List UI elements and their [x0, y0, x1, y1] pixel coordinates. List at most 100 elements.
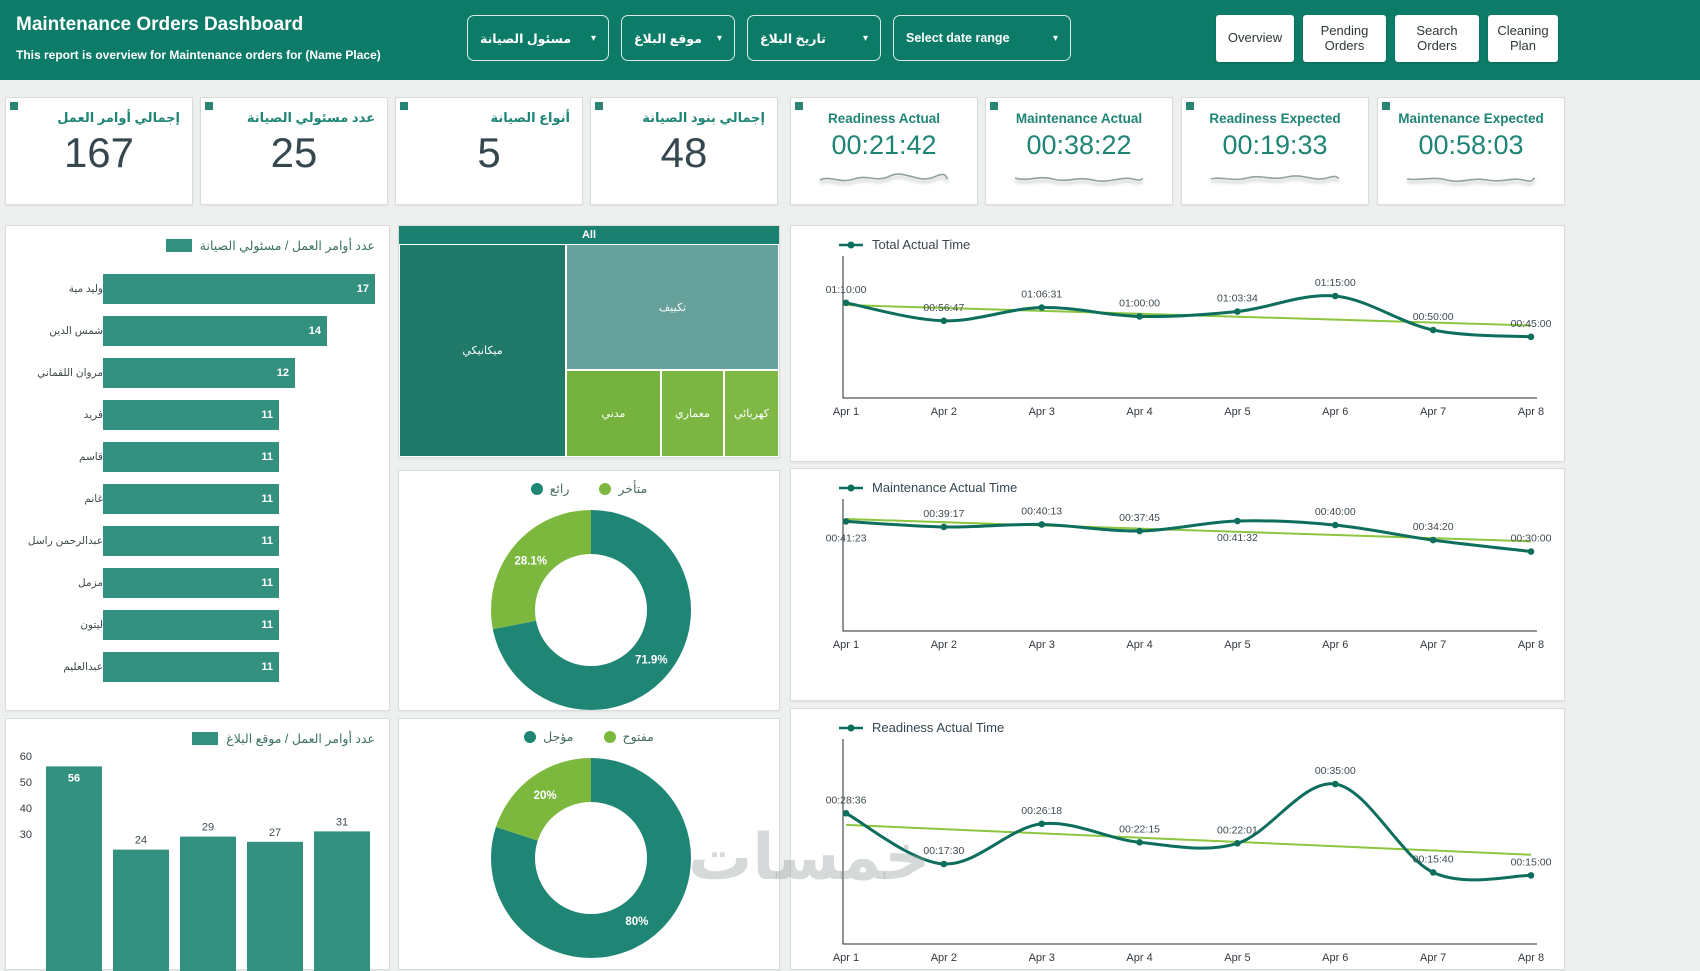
- legend-label: متأخر: [618, 482, 648, 496]
- x-tick-label: Apr 4: [1126, 639, 1152, 651]
- data-label: 00:41:23: [826, 532, 867, 544]
- bar[interactable]: [247, 841, 303, 971]
- filter-report-date[interactable]: تاريخ البلاغ ▾: [747, 15, 881, 61]
- bar[interactable]: 11: [103, 442, 279, 472]
- pending-orders-button[interactable]: Pending Orders: [1303, 15, 1386, 62]
- bar[interactable]: 14: [103, 316, 327, 346]
- kpi-time-value: 00:58:03: [1418, 130, 1524, 160]
- bar-value-label: 31: [336, 816, 348, 828]
- treemap-cell-civil[interactable]: مدني: [566, 370, 661, 457]
- bar[interactable]: [113, 849, 169, 971]
- kpi-title: Maintenance Expected: [1398, 111, 1544, 126]
- data-point[interactable]: [1038, 820, 1046, 828]
- x-tick-label: Apr 7: [1420, 406, 1446, 418]
- data-point[interactable]: [1527, 548, 1535, 555]
- data-point[interactable]: [1527, 872, 1535, 879]
- data-point[interactable]: [1234, 308, 1241, 315]
- category-label: وليد مية: [68, 283, 103, 295]
- category-label: مزمل: [78, 577, 103, 589]
- data-label: 00:35:00: [1315, 765, 1356, 777]
- data-point[interactable]: [940, 860, 948, 868]
- data-label: 00:30:00: [1511, 533, 1552, 545]
- line-legend: Readiness Actual Time: [839, 720, 1004, 735]
- legend-item[interactable]: رائع: [530, 481, 569, 496]
- card-corner-mark: [595, 102, 603, 110]
- data-point[interactable]: [842, 809, 850, 817]
- filter-report-location[interactable]: موقع البلاغ ▾: [621, 15, 735, 61]
- data-point[interactable]: [1527, 333, 1535, 341]
- bar[interactable]: 11: [103, 610, 279, 640]
- chart-title: عدد أوامر العمل / مسئولي الصيانة: [165, 238, 375, 253]
- data-point[interactable]: [1429, 326, 1437, 334]
- data-point[interactable]: [1038, 521, 1046, 528]
- legend-dot-icon: [603, 730, 616, 743]
- bar[interactable]: [180, 836, 236, 971]
- line-marker-icon: [839, 724, 863, 731]
- data-point[interactable]: [842, 299, 850, 307]
- data-point[interactable]: [1136, 838, 1143, 846]
- sparkline: [1378, 168, 1564, 193]
- legend-item[interactable]: مفتوح: [603, 729, 654, 744]
- x-tick-label: Apr 5: [1224, 952, 1250, 964]
- data-point[interactable]: [1429, 869, 1437, 876]
- treemap-cell-mechanical[interactable]: ميكانيكي: [399, 244, 566, 457]
- bar[interactable]: 11: [103, 526, 279, 556]
- treemap-root-label[interactable]: All: [399, 226, 779, 244]
- data-point[interactable]: [1234, 517, 1241, 525]
- card-corner-mark: [205, 102, 213, 110]
- filter-maintenance-supervisor[interactable]: مسئول الصيانة ▾: [467, 15, 609, 61]
- data-point[interactable]: [1038, 304, 1046, 311]
- page-title: Maintenance Orders Dashboard: [16, 14, 304, 35]
- bar[interactable]: [314, 831, 370, 971]
- data-point[interactable]: [1136, 527, 1143, 535]
- bar[interactable]: 17: [103, 274, 375, 304]
- line-chart: 00:41:23 Apr 1 00:39:17 Apr 2 00:40:13 Apr 3 0…: [826, 499, 1552, 651]
- data-point[interactable]: [1331, 292, 1339, 300]
- data-point[interactable]: [842, 518, 850, 525]
- treemap-cell-electrical[interactable]: كهربائي: [724, 370, 779, 457]
- data-point[interactable]: [1331, 780, 1339, 788]
- legend-item[interactable]: مؤجل: [524, 729, 574, 744]
- data-point[interactable]: [1429, 536, 1437, 544]
- kpi-value: 5: [477, 129, 501, 176]
- line-legend: Maintenance Actual Time: [839, 480, 1017, 495]
- bar[interactable]: 12: [103, 358, 295, 388]
- nav-buttons: Overview Pending Orders Search Orders Cl…: [1216, 15, 1558, 62]
- donut-percentage-label: 20%: [534, 790, 557, 802]
- x-tick-label: Apr 3: [1029, 639, 1055, 651]
- card-corner-mark: [10, 102, 18, 110]
- data-point[interactable]: [940, 523, 948, 531]
- filter-date-range[interactable]: Select date range ▾: [893, 15, 1071, 61]
- bar[interactable]: 11: [103, 568, 279, 598]
- legend-dot-icon: [599, 482, 612, 495]
- data-label: 00:40:00: [1315, 506, 1356, 518]
- data-point[interactable]: [940, 317, 948, 325]
- legend-swatch-icon: [165, 239, 192, 252]
- bar[interactable]: 11: [103, 484, 279, 514]
- data-point[interactable]: [1234, 840, 1241, 847]
- data-point[interactable]: [1331, 521, 1339, 529]
- search-orders-button[interactable]: Search Orders: [1395, 15, 1479, 62]
- x-tick-label: Apr 5: [1224, 639, 1250, 651]
- cleaning-plan-button[interactable]: Cleaning Plan: [1488, 15, 1558, 62]
- treemap-cell-hvac[interactable]: تكييف: [566, 244, 779, 370]
- overview-button[interactable]: Overview: [1216, 15, 1294, 62]
- donut-slice[interactable]: [491, 510, 691, 710]
- line-marker-icon: [839, 241, 863, 248]
- donut-slice[interactable]: [491, 758, 691, 958]
- x-tick-label: Apr 8: [1518, 406, 1544, 418]
- kpi-maintenance-items: إجمالي بنود الصيانة 48: [590, 97, 778, 205]
- chevron-down-icon: ▾: [1052, 32, 1058, 44]
- bar[interactable]: 11: [103, 652, 279, 682]
- category-label: عبدالعليم: [63, 661, 103, 673]
- panel-total-actual-time: Total Actual Time 01:10:00 Apr 1 00:56:47 A…: [790, 225, 1565, 462]
- panel-maintenance-actual-time: Maintenance Actual Time 00:41:23 Apr 1 00:…: [790, 468, 1565, 701]
- bar[interactable]: 11: [103, 400, 279, 430]
- data-point[interactable]: [1136, 313, 1143, 320]
- trend-line: [845, 823, 1532, 856]
- bar-track: 11: [103, 526, 375, 556]
- legend-item[interactable]: متأخر: [599, 481, 647, 496]
- treemap-cell-architectural[interactable]: معماري: [661, 370, 724, 457]
- bar[interactable]: [46, 766, 102, 971]
- chevron-down-icon: ▾: [862, 32, 868, 44]
